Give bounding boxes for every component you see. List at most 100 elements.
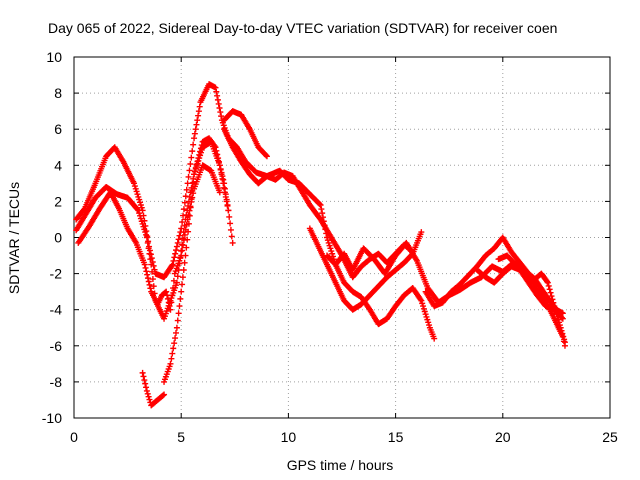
- data-point: [561, 339, 568, 346]
- data-point: [168, 355, 175, 362]
- data-point: [135, 193, 142, 200]
- data-point: [190, 141, 197, 148]
- y-tick-label: 6: [54, 121, 62, 137]
- data-point: [176, 303, 183, 310]
- data-point: [145, 393, 152, 400]
- data-point: [546, 286, 553, 293]
- x-tick-label: 5: [177, 429, 185, 445]
- series-track-11: [474, 263, 566, 322]
- data-point: [134, 191, 141, 198]
- data-point: [560, 333, 567, 340]
- data-point: [147, 256, 154, 263]
- data-point: [164, 292, 171, 299]
- data-point: [170, 277, 177, 284]
- y-tick-label: 8: [54, 85, 62, 101]
- data-point: [144, 239, 151, 246]
- data-point: [225, 207, 232, 214]
- data-point: [214, 96, 221, 103]
- data-point: [143, 234, 150, 241]
- data-point: [317, 202, 324, 209]
- y-tick-label: -8: [50, 374, 63, 390]
- data-point: [150, 283, 157, 290]
- data-point: [423, 313, 430, 320]
- data-point: [167, 360, 174, 367]
- data-point: [142, 229, 149, 236]
- data-point: [141, 377, 148, 384]
- data-point: [218, 169, 225, 176]
- data-point: [215, 158, 222, 165]
- series-track-8: [306, 225, 425, 313]
- data-point: [227, 220, 234, 227]
- data-point: [192, 126, 199, 133]
- data-point: [169, 292, 176, 299]
- data-point: [187, 204, 194, 211]
- data-point: [408, 251, 415, 258]
- data-point: [212, 144, 219, 151]
- data-point: [171, 340, 178, 347]
- data-point: [136, 210, 143, 217]
- data-point: [193, 161, 200, 168]
- data-point: [188, 154, 195, 161]
- data-point: [135, 207, 142, 214]
- data-point: [552, 308, 559, 315]
- data-point: [544, 278, 551, 285]
- series-track-10: [422, 234, 568, 349]
- data-point: [554, 313, 561, 320]
- data-point: [140, 223, 147, 230]
- data-point: [215, 100, 222, 107]
- data-point: [557, 324, 564, 331]
- data-point: [197, 145, 204, 152]
- data-point: [195, 112, 202, 119]
- data-point: [183, 244, 190, 251]
- data-point: [174, 273, 181, 280]
- data-point: [149, 276, 156, 283]
- data-point: [186, 212, 193, 219]
- data-point: [134, 206, 141, 213]
- data-point: [211, 142, 218, 149]
- data-point: [221, 185, 228, 192]
- data-point: [160, 392, 167, 399]
- data-point: [422, 311, 429, 318]
- y-tick-label: 4: [54, 157, 62, 173]
- y-axis-label: SDTVAR / TECUs: [6, 182, 22, 294]
- data-point: [169, 350, 176, 357]
- y-tick-label: -6: [50, 338, 63, 354]
- y-tick-label: 0: [54, 230, 62, 246]
- series-track-3: [75, 162, 223, 313]
- axis-ticks: 0 5 10 15 20 25 -10 -8 -6 -4 -2 0 2 4 6 8 10: [42, 49, 618, 445]
- data-point: [198, 142, 205, 149]
- data-point: [195, 155, 202, 162]
- data-point: [558, 327, 565, 334]
- data-point: [217, 109, 224, 116]
- data-point: [137, 215, 144, 222]
- data-point: [552, 305, 559, 312]
- x-tick-label: 15: [388, 429, 404, 445]
- data-point: [548, 293, 555, 300]
- data-point: [214, 92, 221, 99]
- data-point: [226, 213, 233, 220]
- data-point: [191, 171, 198, 178]
- y-tick-label: 2: [54, 193, 62, 209]
- data-point: [185, 228, 192, 235]
- series-track-7: [221, 126, 416, 281]
- data-point: [186, 167, 193, 174]
- data-point: [217, 165, 224, 172]
- data-point: [176, 232, 183, 239]
- data-point: [216, 162, 223, 169]
- data-point: [220, 176, 227, 183]
- data-point: [179, 281, 186, 288]
- data-point: [149, 268, 156, 275]
- data-point: [137, 199, 144, 206]
- data-point: [164, 295, 171, 302]
- x-tick-label: 20: [495, 429, 511, 445]
- data-point: [181, 199, 188, 206]
- data-point: [263, 152, 270, 159]
- data-point: [143, 387, 150, 394]
- data-point: [172, 329, 179, 336]
- data-point: [183, 186, 190, 193]
- data-point: [192, 164, 199, 171]
- data-point: [174, 317, 181, 324]
- data-point: [137, 202, 144, 209]
- data-point: [144, 390, 151, 397]
